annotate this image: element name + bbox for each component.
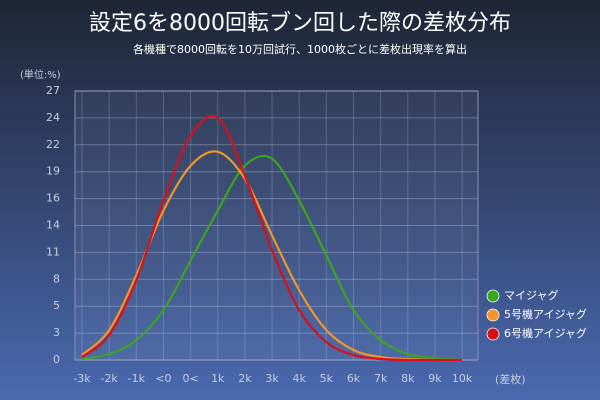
y-tick-label: 8 <box>53 272 60 285</box>
x-tick-label: 1k <box>211 372 225 385</box>
x-tick-label: -3k <box>73 372 91 385</box>
y-tick-label: 19 <box>46 165 60 178</box>
series-line <box>81 155 463 362</box>
series-line <box>81 114 463 362</box>
legend-marker <box>486 289 500 303</box>
x-tick-label: -1k <box>128 372 146 385</box>
x-tick-label: 10k <box>452 372 473 385</box>
x-tick-label: 4k <box>293 372 307 385</box>
x-tick-label: 8k <box>401 372 415 385</box>
legend-marker <box>486 308 500 322</box>
x-tick-label: 6k <box>347 372 361 385</box>
chart-subtitle: 各機種で8000回転を10万回試行、1000枚ごとに差枚出現率を算出 <box>133 42 467 56</box>
x-axis-label: (差枚) <box>495 372 526 386</box>
legend-marker <box>486 327 500 341</box>
y-tick-label: 27 <box>46 84 60 97</box>
legend-label: 5号機アイジャグ <box>504 307 587 321</box>
y-tick-label: 22 <box>46 138 60 151</box>
y-axis-label: (単位:%) <box>20 68 61 81</box>
y-tick-label: 16 <box>46 192 60 205</box>
x-tick-label: 2k <box>238 372 252 385</box>
x-tick-label: 9k <box>428 372 442 385</box>
x-tick-label: 5k <box>320 372 334 385</box>
x-tick-label: <0 <box>155 372 171 385</box>
y-tick-label: 0 <box>53 353 60 366</box>
chart-title: 設定6を8000回転ブン回した際の差枚分布 <box>89 11 511 36</box>
legend-label: マイジャグ <box>504 288 558 302</box>
x-tick-label: 3k <box>265 372 279 385</box>
y-tick-label: 5 <box>53 299 60 312</box>
y-tick-label: 24 <box>46 111 60 124</box>
y-tick-label: 11 <box>46 245 60 258</box>
x-tick-label: -2k <box>100 372 118 385</box>
legend-label: 6号機アイジャグ <box>504 326 587 340</box>
x-tick-label: 0< <box>182 372 198 385</box>
x-tick-label: 7k <box>374 372 388 385</box>
y-tick-label: 14 <box>46 219 60 232</box>
plot-area <box>74 90 479 361</box>
y-tick-label: 3 <box>53 326 60 339</box>
